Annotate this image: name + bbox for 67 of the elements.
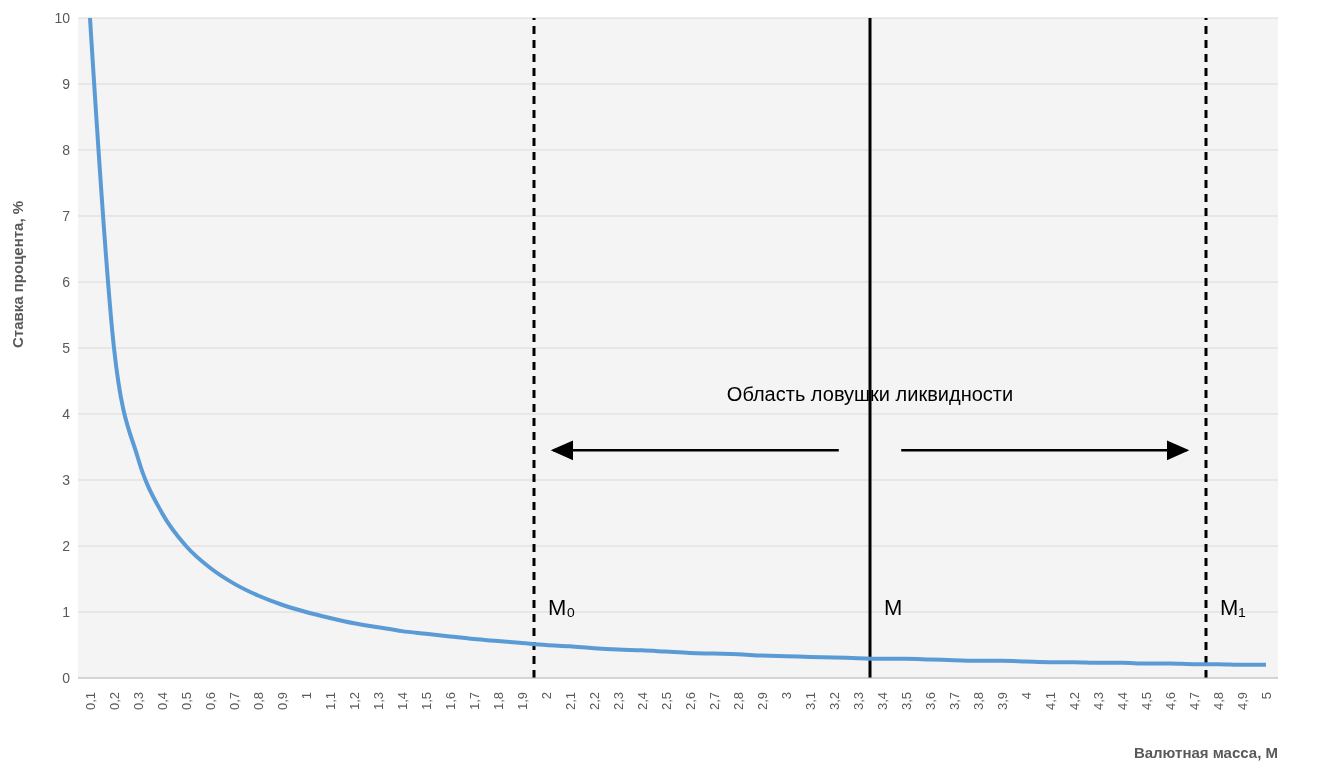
x-tick-label: 1,9: [514, 692, 530, 711]
x-tick-label: 4,2: [1066, 692, 1082, 711]
x-tick-label: 0,8: [250, 692, 266, 711]
y-tick-label: 10: [54, 9, 71, 26]
x-tick-label: 0,6: [202, 692, 218, 711]
x-tick-label: 1,2: [346, 692, 362, 711]
x-tick-label: 3,8: [970, 692, 986, 711]
x-tick-label: 1,8: [490, 692, 506, 711]
y-axis-title: Ставка процента, %: [9, 200, 27, 348]
x-tick-label: 0,5: [178, 692, 194, 711]
x-tick-label: 4,9: [1234, 692, 1250, 711]
x-tick-label: 3,7: [946, 692, 962, 711]
y-tick-label: 2: [62, 537, 71, 554]
x-tick-label: 0,3: [130, 692, 146, 711]
x-tick-label: 4,8: [1210, 692, 1226, 711]
y-tick-label: 7: [62, 207, 71, 224]
x-tick-label: 2,1: [562, 692, 578, 711]
x-tick-label: 3,5: [898, 692, 914, 711]
x-tick-label: 4,3: [1090, 692, 1106, 711]
x-tick-label: 0,4: [154, 692, 170, 711]
x-tick-label: 0,9: [274, 692, 290, 711]
y-tick-label: 0: [62, 669, 71, 686]
ref-line-label: M: [884, 595, 903, 621]
x-tick-label: 1,3: [370, 692, 386, 711]
x-tick-label: 2,8: [730, 692, 746, 711]
x-tick-label: 1,4: [394, 692, 410, 711]
x-tick-label: 2,5: [658, 692, 674, 711]
x-tick-label: 0,2: [106, 692, 122, 711]
x-tick-label: 1: [298, 692, 314, 700]
x-tick-label: 3,2: [826, 692, 842, 711]
x-tick-label: 1,5: [418, 692, 434, 711]
y-tick-label: 5: [62, 339, 71, 356]
x-tick-label: 3,3: [850, 692, 866, 711]
x-tick-label: 3,4: [874, 692, 890, 711]
x-tick-label: 3,6: [922, 692, 938, 711]
x-tick-label: 5: [1258, 692, 1274, 700]
x-tick-label: 4,1: [1042, 692, 1058, 711]
y-tick-label: 6: [62, 273, 71, 290]
y-tick-label: 1: [62, 603, 71, 620]
x-tick-label: 3,1: [802, 692, 818, 711]
x-tick-label: 2,9: [754, 692, 770, 711]
x-tick-label: 2,2: [586, 692, 602, 711]
x-tick-label: 4,6: [1162, 692, 1178, 711]
y-tick-label: 9: [62, 75, 71, 92]
x-tick-label: 3: [778, 692, 794, 700]
x-axis-title: Валютная масса, М: [1133, 744, 1278, 761]
x-tick-label: 2: [538, 692, 554, 700]
line-series: [88, 18, 1268, 667]
x-tick-label: 0,7: [226, 692, 242, 711]
x-tick-label: 1,7: [466, 692, 482, 711]
x-tick-label: 2,3: [610, 692, 626, 711]
x-tick-label: 2,7: [706, 692, 722, 711]
x-tick-label: 0,1: [82, 692, 98, 711]
x-tick-label: 1,1: [322, 692, 338, 711]
x-tick-label: 4,5: [1138, 692, 1154, 711]
x-tick-label: 4,4: [1114, 692, 1130, 711]
x-tick-label: 1,6: [442, 692, 458, 711]
y-tick-label: 3: [62, 471, 71, 488]
x-tick-label: 2,4: [634, 692, 650, 711]
y-tick-label: 4: [62, 405, 71, 422]
ref-line-label: M₀: [548, 595, 576, 621]
x-tick-label: 4,7: [1186, 692, 1202, 711]
x-tick-label: 2,6: [682, 692, 698, 711]
ref-line-label: M₁: [1220, 595, 1246, 621]
y-tick-label: 8: [62, 141, 71, 158]
x-tick-label: 4: [1018, 692, 1034, 700]
x-tick-label: 3,9: [994, 692, 1010, 711]
